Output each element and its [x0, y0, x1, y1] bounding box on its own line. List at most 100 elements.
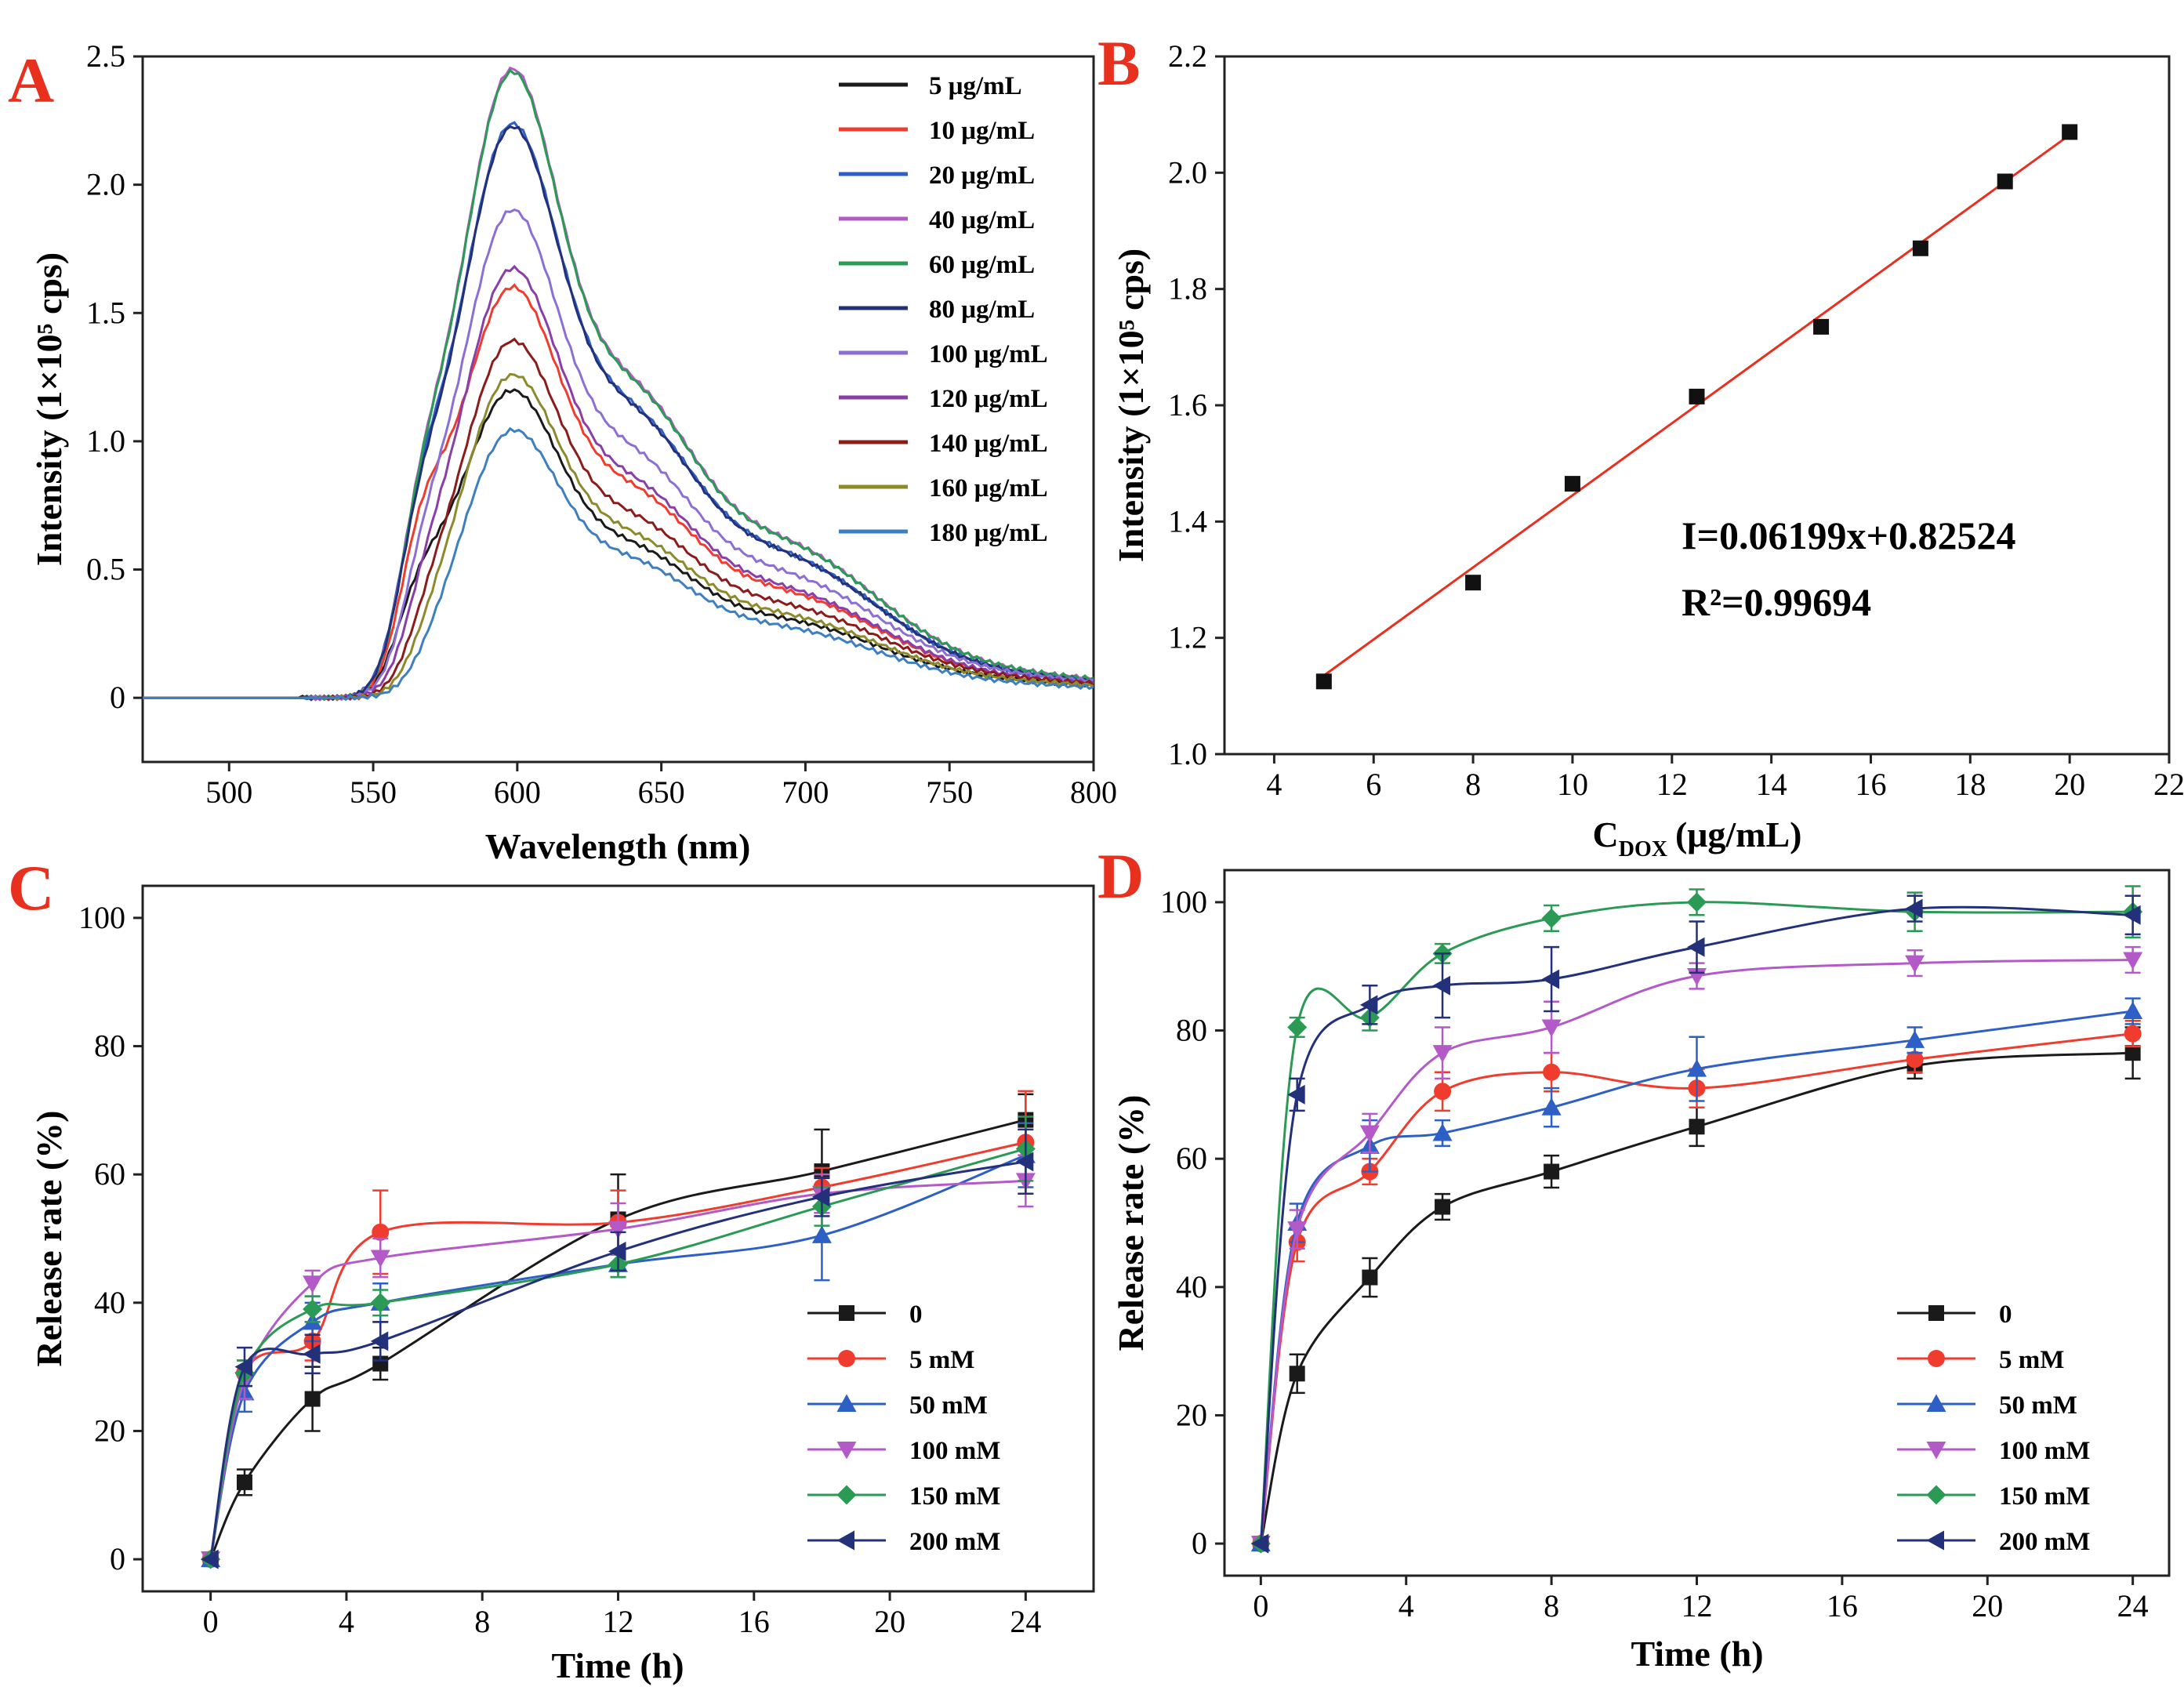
y-axis-label-a: Intensity (1×10⁵ cps) — [29, 252, 69, 566]
d-xtick-label-4: 16 — [1827, 1588, 1858, 1623]
d-legend-label-5: 150 mM — [1999, 1482, 2090, 1511]
tick-group-b: 4 6 8 10 12 14 16 18 20 22 1.0 1.2 1.4 1.6 1.8 2.0 2.2 — [1168, 38, 2184, 802]
panel-letter-b: B — [1097, 27, 1141, 99]
b-xtick-label-7: 18 — [1954, 767, 1986, 802]
fit-equation: I=0.06199x+0.82524 — [1682, 513, 2015, 557]
c-ytick-label-4: 80 — [94, 1028, 125, 1064]
c-legend-marker-1 — [839, 1305, 854, 1321]
c-xtick-label-1: 4 — [339, 1604, 354, 1639]
d-legend-label-3: 50 mM — [1999, 1391, 2077, 1420]
c-point-6-7 — [1015, 1152, 1034, 1172]
d-point-2-7 — [1906, 1050, 1924, 1068]
c-point-4-4 — [370, 1250, 390, 1268]
d-legend-label-4: 100 mM — [1999, 1437, 2090, 1465]
calibration-point-8 — [2062, 124, 2078, 140]
d-point-2-8 — [2124, 1025, 2142, 1043]
b-xtick-label-0: 4 — [1266, 767, 1282, 802]
chart-panel-d: 0 4 8 12 16 20 24 0 20 40 60 80 100 0 5 mM 50 mM 100 mM… — [1111, 869, 2171, 1674]
a-xtick-label-2: 600 — [494, 775, 541, 810]
legend-a-label-5: 60 μg/mL — [929, 251, 1035, 279]
c-legend-marker-4 — [836, 1442, 857, 1460]
d-point-6-1 — [1250, 1533, 1269, 1554]
c-ytick-label-5: 100 — [78, 900, 125, 935]
x-axis-label-a: Wavelength (nm) — [485, 826, 751, 866]
calibration-point-1 — [1315, 673, 1332, 690]
b-xtick-label-1: 6 — [1366, 767, 1381, 802]
d-point-1-4 — [1435, 1199, 1451, 1215]
a-xtick-label-3: 650 — [638, 775, 685, 810]
panel-letter-c: C — [8, 852, 54, 923]
x-axis-label-b-sub: DOX — [1619, 837, 1667, 862]
d-point-5-5 — [1541, 908, 1562, 928]
calibration-point-4 — [1689, 388, 1705, 404]
tick-group-c: 0 4 8 12 16 20 24 0 20 40 60 80 100 — [78, 900, 1041, 1639]
d-point-6-6 — [1687, 937, 1705, 957]
series-group-d — [1250, 885, 2143, 1554]
panel-letter-a: A — [8, 45, 54, 116]
c-curve-1 — [209, 1119, 1026, 1560]
d-point-4-2 — [1287, 1221, 1308, 1239]
plot-frame-a — [141, 55, 1095, 764]
b-ytick-label-5: 2.0 — [1168, 154, 1207, 190]
chart-panel-b: 4 6 8 10 12 14 16 18 20 22 1.0 1.2 1.4 1.6 1.8 2.0 2.2 I… — [1111, 38, 2184, 862]
d-ytick-label-2: 40 — [1176, 1269, 1207, 1304]
b-xtick-label-2: 8 — [1465, 767, 1481, 802]
a-xtick-label-6: 800 — [1070, 775, 1117, 810]
legend-a-label-6: 80 μg/mL — [929, 296, 1035, 324]
c-point-6-3 — [303, 1344, 321, 1364]
d-point-3-5 — [1541, 1097, 1562, 1116]
fit-line-b — [1322, 133, 2071, 677]
legend-a-label-3: 20 μg/mL — [929, 161, 1035, 190]
a-ytick-label-3: 1.5 — [86, 295, 125, 330]
d-point-6-3 — [1359, 995, 1378, 1015]
chart-panel-c: 0 4 8 12 16 20 24 0 20 40 60 80 100 0 5 mM 50 mM 100 mM… — [29, 884, 1095, 1685]
legend-a-label-8: 120 μg/mL — [929, 385, 1048, 413]
d-ytick-label-5: 100 — [1160, 884, 1207, 920]
d-point-3-6 — [1687, 1059, 1707, 1077]
b-xtick-label-9: 22 — [2153, 767, 2184, 802]
series-group-c — [201, 1090, 1036, 1569]
b-ytick-label-1: 1.2 — [1168, 620, 1207, 655]
b-ytick-label-2: 1.4 — [1168, 503, 1207, 539]
d-point-3-8 — [2123, 1001, 2143, 1019]
d-point-6-8 — [2123, 905, 2141, 925]
d-legend-label-1: 0 — [1999, 1301, 2012, 1329]
c-point-1-3 — [304, 1391, 321, 1407]
x-axis-label-d: Time (h) — [1631, 1634, 1763, 1674]
c-xtick-label-6: 24 — [1010, 1604, 1041, 1639]
d-point-6-4 — [1432, 975, 1451, 996]
calibration-point-5 — [1813, 318, 1830, 335]
legend-d: 0 5 mM 50 mM 100 mM 150 mM 200 mM — [1897, 1301, 2090, 1556]
c-point-5-3 — [303, 1299, 323, 1319]
chart-panel-a: 500 550 600 650 700 750 800 0 0.5 1.0 1.5 2.0 2.5 5 … — [29, 38, 1117, 866]
d-point-1-3 — [1362, 1269, 1378, 1286]
series-group-a — [143, 66, 1095, 702]
d-legend-marker-6 — [1926, 1530, 1944, 1551]
legend-c: 0 5 mM 50 mM 100 mM 150 mM 200 mM — [807, 1301, 1000, 1556]
d-point-5-2 — [1287, 1017, 1308, 1037]
d-xtick-label-2: 8 — [1544, 1588, 1559, 1623]
legend-a-label-1: 5 μg/mL — [929, 72, 1022, 100]
d-legend-marker-1 — [1928, 1305, 1944, 1321]
d-xtick-label-1: 4 — [1399, 1588, 1414, 1623]
c-legend-label-2: 5 mM — [909, 1346, 974, 1374]
a-xtick-label-1: 550 — [350, 775, 397, 810]
b-ytick-label-6: 2.2 — [1168, 38, 1207, 74]
c-ytick-label-1: 20 — [94, 1413, 125, 1448]
calibration-point-2 — [1465, 575, 1482, 591]
d-point-2-4 — [1434, 1083, 1452, 1101]
d-legend-label-2: 5 mM — [1999, 1346, 2064, 1374]
a-xtick-label-5: 750 — [926, 775, 973, 810]
legend-a-label-10: 160 μg/mL — [929, 474, 1048, 502]
d-point-1-6 — [1689, 1119, 1705, 1135]
tick-group-d: 0 4 8 12 16 20 24 0 20 40 60 80 100 — [1160, 884, 2149, 1623]
c-legend-label-1: 0 — [909, 1301, 923, 1329]
b-ytick-label-3: 1.6 — [1168, 387, 1207, 423]
c-point-5-4 — [370, 1293, 390, 1313]
d-legend-marker-3 — [1926, 1394, 1946, 1412]
x-axis-label-b-main: C — [1593, 814, 1619, 854]
spectrum-line-11 — [143, 426, 1094, 702]
c-legend-label-6: 200 mM — [909, 1528, 1000, 1556]
d-point-1-8 — [2124, 1045, 2141, 1061]
